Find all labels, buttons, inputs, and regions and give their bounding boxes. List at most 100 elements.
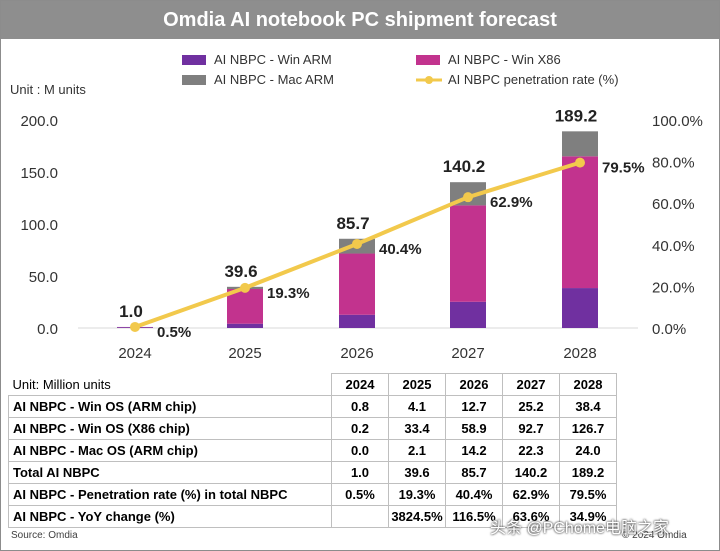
data-table: Unit: Million units 2024 2025 2026 2027 … <box>8 373 617 528</box>
table-cell: 58.9 <box>445 417 503 440</box>
bar-segment <box>450 205 486 302</box>
x-tick-label: 2028 <box>563 345 596 362</box>
table-year-header: 2024 <box>331 373 389 396</box>
table-cell: 38.4 <box>559 395 617 418</box>
table-cell: 63.6% <box>502 505 560 528</box>
line-point <box>463 192 473 203</box>
table-row: Total AI NBPC 1.0 39.6 85.7 140.2 189.2 <box>8 461 617 484</box>
line-data-label: 79.5% <box>602 160 645 177</box>
table-cell: 2.1 <box>388 439 446 462</box>
y2-tick-label: 20.0% <box>652 279 695 296</box>
bar-segment <box>227 323 263 328</box>
y-tick-label: 100.0 <box>20 217 58 234</box>
y2-tick-label: 40.0% <box>652 238 695 255</box>
table-cell: 40.4% <box>445 483 503 506</box>
line-point <box>352 238 362 249</box>
copyright-note: © 2024 Omdia <box>622 530 687 541</box>
table-cell: 34.9% <box>559 505 617 528</box>
table-row: AI NBPC - Win OS (X86 chip) 0.2 33.4 58.… <box>8 417 617 440</box>
legend-label: AI NBPC - Win X86 <box>448 52 561 67</box>
row-label: AI NBPC - Mac OS (ARM chip) <box>8 439 332 462</box>
table-cell: 12.7 <box>445 395 503 418</box>
x-tick-label: 2025 <box>228 345 261 362</box>
table-cell: 22.3 <box>502 439 560 462</box>
row-label: Total AI NBPC <box>8 461 332 484</box>
table-cell: 4.1 <box>388 395 446 418</box>
table-row: AI NBPC - Win OS (ARM chip) 0.8 4.1 12.7… <box>8 395 617 418</box>
table-year-header: 2025 <box>388 373 446 396</box>
table-cell: 0.2 <box>331 417 389 440</box>
legend-label: AI NBPC - Win ARM <box>214 52 332 67</box>
table-year-header: 2027 <box>502 373 560 396</box>
unit-label: Unit : M units <box>10 82 86 97</box>
table-cell: 3824.5% <box>388 505 446 528</box>
y-tick-label: 0.0 <box>37 321 58 338</box>
bar-segment <box>562 288 598 328</box>
table-cell: 24.0 <box>559 439 617 462</box>
table-cell: 0.8 <box>331 395 389 418</box>
table-row: AI NBPC - Mac OS (ARM chip) 0.0 2.1 14.2… <box>8 439 617 462</box>
line-point <box>130 321 140 332</box>
bar-segment <box>562 156 598 289</box>
y-tick-label: 200.0 <box>20 113 58 130</box>
table-year-header: 2028 <box>559 373 617 396</box>
table-cell: 14.2 <box>445 439 503 462</box>
row-label: AI NBPC - Penetration rate (%) in total … <box>8 483 332 506</box>
line-data-label: 62.9% <box>490 194 533 211</box>
row-label: AI NBPC - Win OS (X86 chip) <box>8 417 332 440</box>
legend-label: AI NBPC - Mac ARM <box>214 72 334 87</box>
legend-label: AI NBPC penetration rate (%) <box>448 72 619 87</box>
line-data-label: 40.4% <box>379 241 422 258</box>
line-point <box>575 157 585 168</box>
table-cell <box>331 505 389 528</box>
legend-swatch <box>416 55 440 65</box>
table-cell: 39.6 <box>388 461 446 484</box>
watermark: 头条 @PChome电脑之家 <box>490 520 669 537</box>
table-cell: 140.2 <box>502 461 560 484</box>
table-cell: 189.2 <box>559 461 617 484</box>
y-tick-label: 50.0 <box>29 269 58 286</box>
bar-total-label: 1.0 <box>119 302 143 321</box>
line-point <box>240 282 250 293</box>
table-cell: 79.5% <box>559 483 617 506</box>
table-row: AI NBPC - YoY change (%) 3824.5% 116.5% … <box>8 505 617 528</box>
table-cell: 85.7 <box>445 461 503 484</box>
source-note: Source: Omdia <box>11 530 78 541</box>
bar-total-label: 140.2 <box>443 157 486 176</box>
line-data-label: 0.5% <box>157 324 191 341</box>
table-header-row: Unit: Million units 2024 2025 2026 2027 … <box>8 373 617 396</box>
table-cell: 0.5% <box>331 483 389 506</box>
row-label: AI NBPC - Win OS (ARM chip) <box>8 395 332 418</box>
bar-segment <box>450 301 486 328</box>
table-cell: 0.0 <box>331 439 389 462</box>
table-unit-label: Unit: Million units <box>8 373 332 396</box>
x-tick-label: 2024 <box>118 345 151 362</box>
table-cell: 25.2 <box>502 395 560 418</box>
x-tick-label: 2027 <box>451 345 484 362</box>
table-row: AI NBPC - Penetration rate (%) in total … <box>8 483 617 506</box>
row-label: AI NBPC - YoY change (%) <box>8 505 332 528</box>
y2-tick-label: 0.0% <box>652 321 686 338</box>
table-cell: 19.3% <box>388 483 446 506</box>
table-cell: 62.9% <box>502 483 560 506</box>
table-year-header: 2026 <box>445 373 503 396</box>
title-bar: Omdia AI notebook PC shipment forecast <box>1 1 719 39</box>
bar-total-label: 39.6 <box>224 262 257 281</box>
y2-tick-label: 60.0% <box>652 196 695 213</box>
y2-tick-label: 100.0% <box>652 113 703 130</box>
bar-segment <box>339 253 375 315</box>
y2-tick-label: 80.0% <box>652 155 695 172</box>
bar-total-label: 189.2 <box>555 106 598 125</box>
table-cell: 33.4 <box>388 417 446 440</box>
chart: AI NBPC - Win ARM AI NBPC - Win X86 AI NBP… <box>10 52 703 362</box>
legend-marker <box>425 76 433 84</box>
bar-segment <box>227 289 263 324</box>
table-cell: 126.7 <box>559 417 617 440</box>
line-data-label: 19.3% <box>267 285 310 302</box>
chart-title: Omdia AI notebook PC shipment forecast <box>163 9 557 31</box>
bar-segment <box>562 131 598 157</box>
bar-total-label: 85.7 <box>336 214 369 233</box>
bar-segment <box>339 314 375 328</box>
table-cell: 92.7 <box>502 417 560 440</box>
table-cell: 1.0 <box>331 461 389 484</box>
